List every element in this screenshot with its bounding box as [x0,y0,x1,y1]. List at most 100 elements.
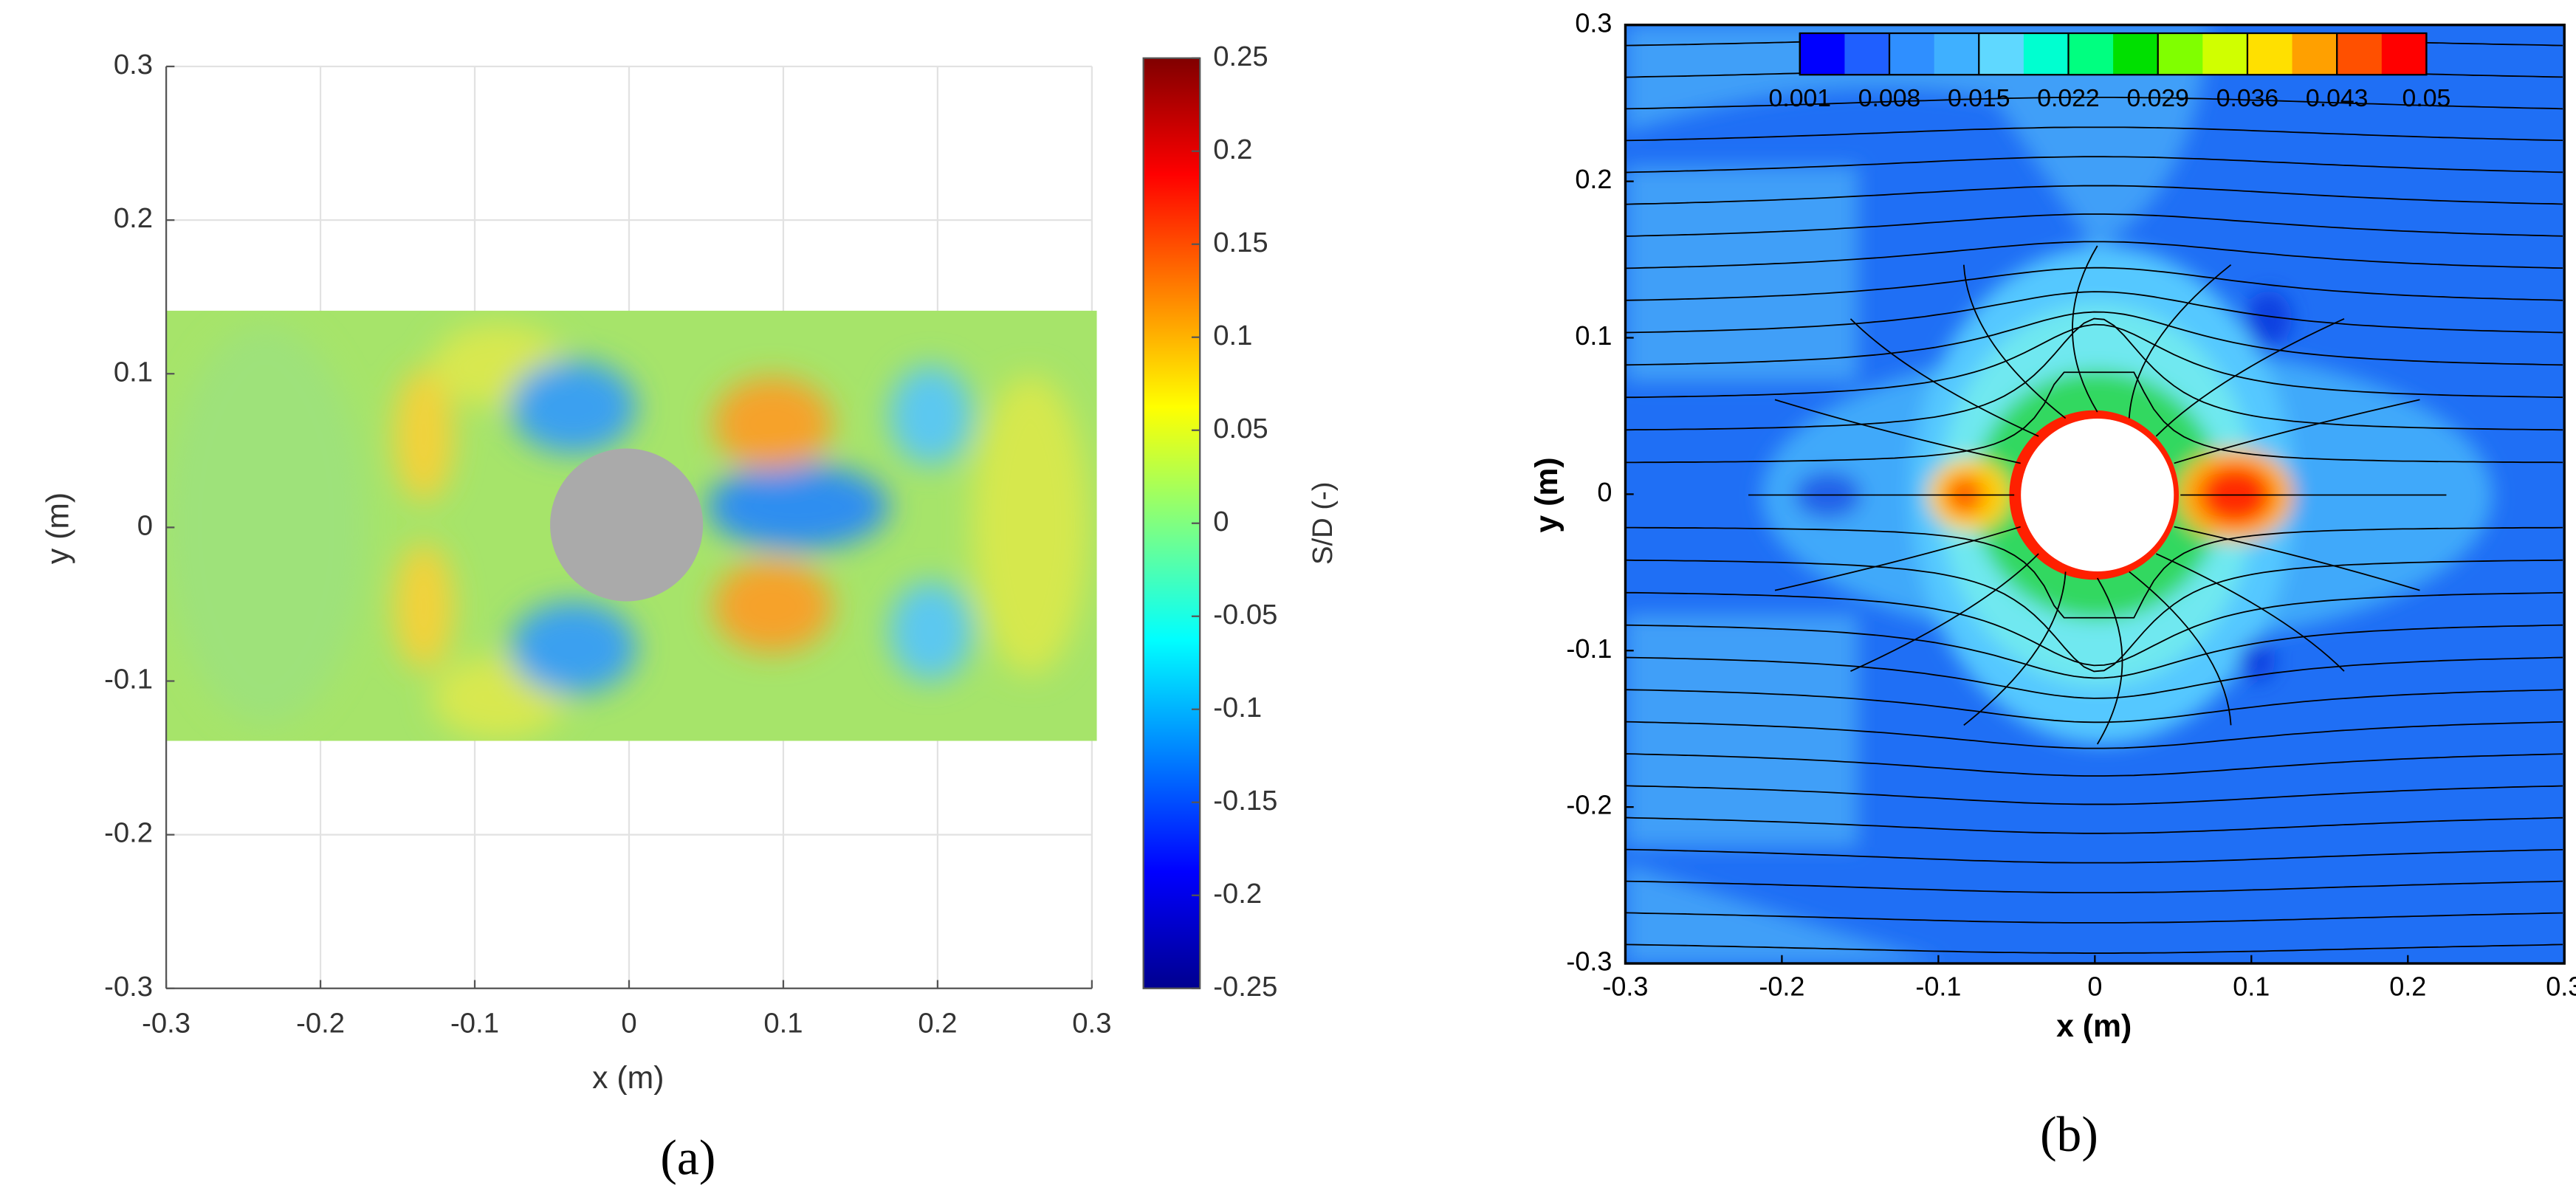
colorbar-tick-label: 0.022 [2037,84,2099,112]
streamline [2155,553,2345,672]
streamline [1774,399,2021,464]
colorbar-segment [2337,33,2383,75]
y-axis-label: y (m) [1529,457,1565,532]
y-tick-label: 0.3 [114,49,153,80]
streamline [1625,817,2563,834]
streamline [1625,267,2563,301]
colorbar-segment [1799,33,1846,75]
colorbar-segment [2068,33,2115,75]
y-tick-label: -0.1 [1566,633,1612,664]
streamline [1625,880,2563,894]
streamline [1625,526,2563,619]
colorbar-segment [2292,33,2338,75]
streamline [1625,96,2563,110]
x-tick-label: 0.1 [2233,971,2270,1001]
streamline [1625,317,2563,431]
colorbar-segment [2157,33,2204,75]
y-tick-label: 0.1 [1575,320,1612,351]
colorbar-tick-label: -0.25 [1213,971,1277,1003]
streamline [2128,264,2232,419]
y-tick-label: 0.2 [114,202,153,234]
streamline [1849,318,2039,437]
streamline [1625,311,2563,366]
y-axis-label: y (m) [40,492,75,564]
streamline [1850,553,2039,672]
x-axis-label: x (m) [2056,1008,2132,1044]
colorbar-tick-label: 0.15 [1213,227,1268,258]
colorbar-tick-label: 0.05 [2402,84,2451,112]
streamline [1625,689,2563,724]
streamline [1625,559,2563,673]
colorbar-tick-label: 0.001 [1769,84,1831,112]
colorbar-tick-label: 0.036 [2216,84,2278,112]
x-axis-label: x (m) [592,1060,664,1096]
x-tick-label: -0.1 [450,1007,499,1039]
streamline [1625,156,2563,173]
colorbar-tick-label: 0.043 [2306,84,2368,112]
streamline [2129,571,2232,726]
streamline [1625,912,2563,924]
streamline [1625,291,2563,334]
x-tick-label: -0.1 [1915,971,1961,1001]
colorbar-tick-label: 0.05 [1213,413,1268,444]
streamline [1625,944,2563,954]
colorbar-tick-label: -0.1 [1213,692,1262,724]
colorbar-segment [1934,33,1980,75]
y-tick-label: -0.2 [1566,790,1612,820]
y-tick-label: 0.1 [114,356,153,388]
colorbar-tick-label: 0 [1213,506,1229,537]
colorbar-tick-label: 0.2 [1213,134,1252,165]
colorbar-tick-label: -0.15 [1213,785,1277,817]
axes-box [1624,24,2566,965]
colorbar-tick-label: 0.008 [1858,84,1920,112]
streamline [1962,264,2067,419]
x-tick-label: -0.3 [142,1007,190,1039]
streamline [1625,624,2563,679]
colorbar-segment [2202,33,2249,75]
y-tick-label: -0.3 [1566,946,1612,977]
x-tick-label: -0.3 [1602,971,1648,1001]
y-tick-label: 0.3 [1575,7,1612,38]
streamline [1625,213,2563,237]
streamline [2072,245,2098,413]
streamline [2155,318,2345,437]
y-tick-label: 0 [137,509,153,541]
streamline [1963,571,2067,726]
x-tick-label: 0 [2087,971,2102,1001]
streamline [2096,577,2123,745]
x-tick-label: 0.3 [1072,1007,1111,1039]
x-tick-label: 0.1 [763,1007,803,1039]
colorbar-segment [1979,33,2025,75]
colorbar-tick-label: 0.1 [1213,320,1252,351]
x-tick-label: -0.2 [1759,971,1804,1001]
colorbar-tick-label: -0.05 [1213,599,1277,630]
x-tick-label: 0.2 [918,1007,957,1039]
streamline [2174,526,2420,591]
colorbar-segment [2113,33,2159,75]
x-tick-label: -0.2 [296,1007,345,1039]
streamline [1625,785,2563,805]
panel-label: (a) [660,1130,715,1186]
y-tick-label: 0 [1597,477,1612,507]
streamline [1625,126,2563,142]
y-tick-label: 0.2 [1575,164,1612,194]
streamline [1625,185,2563,205]
streamline [1774,526,2022,591]
colorbar-segment [2381,33,2428,75]
colorbar [1142,57,1201,989]
colorbar-tick-label: 0.015 [1948,84,2010,112]
y-tick-label: -0.2 [104,817,153,849]
streamline [1625,753,2563,777]
streamline [1625,241,2563,269]
streamline [1625,591,2563,667]
colorbar-segment [2247,33,2293,75]
x-tick-label: 0 [621,1007,636,1039]
colorbar-segment [1889,33,1935,75]
streamline [1625,323,2563,399]
x-tick-label: 0.2 [2389,971,2426,1001]
field-a [166,310,1097,741]
colorbar-segment [1844,33,1891,75]
colorbar-tick-label: 0.029 [2126,84,2188,112]
